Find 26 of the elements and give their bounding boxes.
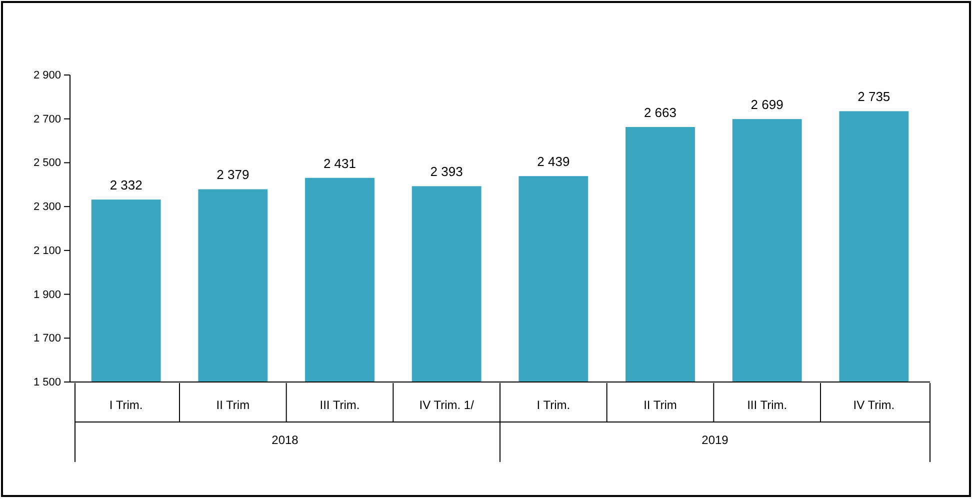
data-label: 2 332 [110,178,142,193]
data-label: 2 379 [216,167,250,182]
y-tick-label: 2 500 [33,157,61,170]
y-tick-label: 2 900 [33,70,61,82]
data-label: 2 735 [858,89,890,104]
y-tick-label: 1 500 [33,376,61,389]
data-label: 2 393 [430,164,463,180]
y-tick-label: 1 700 [33,332,61,345]
x-tick-label: II Trim [644,398,677,412]
y-tick-label: 1 900 [33,288,61,301]
text: 2018 [272,433,299,447]
x-tick-label: III Trim. [747,398,788,412]
x-tick-label: I Trim. [109,398,143,412]
x-tick-label: I Trim. [536,398,570,412]
text: 2019 [702,433,729,447]
y-tick-label: 2 100 [33,244,61,257]
x-tick-label: III Trim. [320,398,360,412]
y-tick-label: 2 700 [33,113,61,126]
data-label: 2 439 [537,154,570,170]
y-tick-label: 2 300 [33,201,61,214]
x-tick-label: II Trim [216,398,250,412]
x-tick-label: IV Trim. [853,398,895,412]
data-label: 2 663 [644,104,677,120]
data-label: 2 431 [323,156,356,171]
x-tick-label: IV Trim. 1/ [419,398,475,412]
data-label: 2 699 [750,97,784,112]
